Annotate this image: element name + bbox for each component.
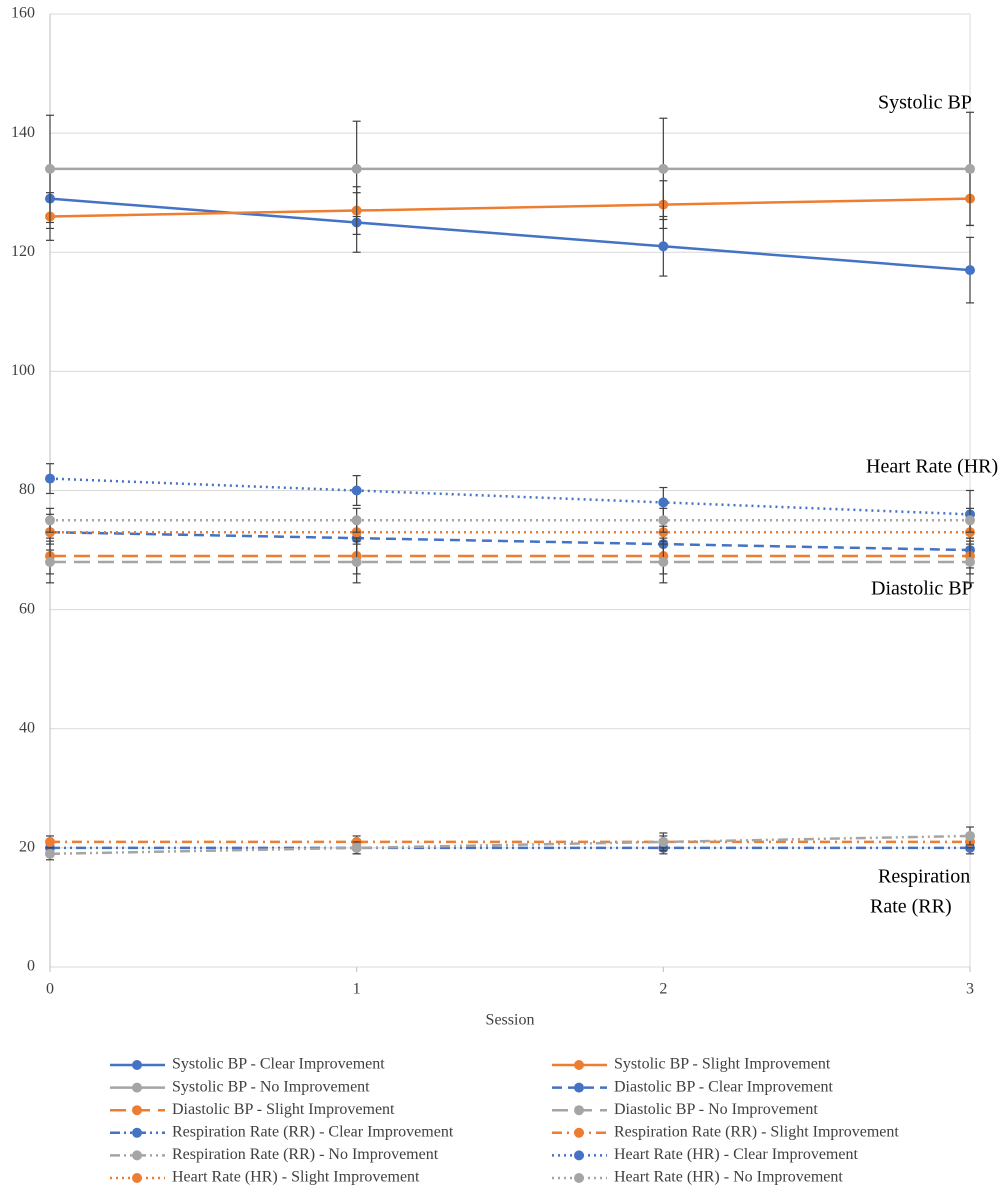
y-tick-label: 20 xyxy=(19,839,35,856)
annotation: Diastolic BP xyxy=(871,578,973,600)
legend-label: Heart Rate (HR) - Clear Improvement xyxy=(614,1146,858,1163)
data-point xyxy=(351,515,362,526)
data-point xyxy=(45,556,55,567)
data-point xyxy=(658,515,669,526)
legend-marker xyxy=(574,1173,584,1183)
y-tick-label: 80 xyxy=(19,481,35,498)
legend-marker xyxy=(574,1105,584,1116)
series-line xyxy=(49,197,971,272)
annotation: Heart Rate (HR) xyxy=(866,456,998,478)
legend-marker xyxy=(574,1060,584,1070)
legend-label: Respiration Rate (RR) - Slight Improveme… xyxy=(614,1123,899,1140)
series-line xyxy=(49,834,971,856)
legend-label: Systolic BP - No Improvement xyxy=(172,1078,370,1095)
annotation: Systolic BP xyxy=(878,92,972,114)
legend-marker xyxy=(574,1150,584,1161)
y-tick-label: 100 xyxy=(11,362,35,379)
data-point xyxy=(351,485,362,496)
x-tick-label: 2 xyxy=(659,981,667,998)
series-line xyxy=(49,530,971,552)
legend-label: Respiration Rate (RR) - No Improvement xyxy=(172,1146,439,1163)
legend-marker xyxy=(132,1150,142,1161)
legend-marker xyxy=(132,1082,142,1093)
data-point xyxy=(658,836,669,847)
legend-label: Heart Rate (HR) - Slight Improvement xyxy=(172,1169,420,1186)
data-point xyxy=(351,556,362,567)
data-point xyxy=(965,265,975,276)
y-tick-label: 140 xyxy=(11,124,35,141)
y-tick-label: 0 xyxy=(27,958,35,975)
legend-label: Systolic BP - Clear Improvement xyxy=(172,1056,385,1073)
legend-marker xyxy=(574,1127,584,1138)
data-point xyxy=(658,497,669,508)
data-point xyxy=(658,241,669,252)
data-point xyxy=(45,848,55,859)
data-point xyxy=(45,836,55,847)
data-point xyxy=(965,163,975,174)
data-point xyxy=(45,163,55,174)
data-point xyxy=(45,515,55,526)
y-tick-label: 160 xyxy=(11,5,35,22)
legend-label: Diastolic BP - No Improvement xyxy=(614,1101,818,1118)
data-point xyxy=(965,830,975,841)
legend-label: Diastolic BP - Clear Improvement xyxy=(614,1078,833,1095)
y-tick-label: 60 xyxy=(19,600,35,617)
y-tick-label: 40 xyxy=(19,719,35,736)
series-line xyxy=(49,477,971,516)
annotation: Respiration xyxy=(878,866,970,888)
legend-marker xyxy=(574,1082,584,1093)
data-point xyxy=(45,473,55,484)
legend-label: Respiration Rate (RR) - Clear Improvemen… xyxy=(172,1123,454,1140)
legend-marker xyxy=(132,1105,142,1116)
y-tick-label: 120 xyxy=(11,243,35,260)
data-point xyxy=(965,515,975,526)
legend-marker xyxy=(132,1173,142,1183)
legend-label: Systolic BP - Slight Improvement xyxy=(614,1056,831,1073)
x-tick-label: 0 xyxy=(46,981,54,998)
x-tick-label: 1 xyxy=(353,981,361,998)
series-line xyxy=(49,197,971,218)
annotation: Rate (RR) xyxy=(870,896,952,918)
x-tick-label: 3 xyxy=(966,981,974,998)
data-point xyxy=(351,842,362,853)
legend-label: Diastolic BP - Slight Improvement xyxy=(172,1101,395,1118)
x-axis-title: Session xyxy=(486,1012,535,1029)
legend-marker xyxy=(132,1060,142,1070)
legend-label: Heart Rate (HR) - No Improvement xyxy=(614,1169,843,1186)
data-point xyxy=(658,163,669,174)
data-point xyxy=(658,556,669,567)
data-point xyxy=(965,556,975,567)
data-point xyxy=(351,163,362,174)
legend-marker xyxy=(132,1127,142,1138)
